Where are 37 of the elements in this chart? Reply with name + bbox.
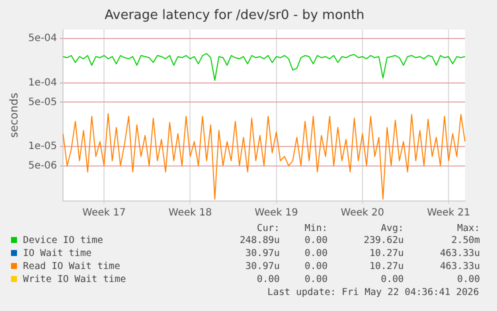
text: 0.00 <box>304 273 328 286</box>
text: 30.97u <box>244 260 280 273</box>
y-tick-label: 5e-05 <box>28 96 58 108</box>
text: 2.50m <box>450 234 480 247</box>
text: 30.97u <box>244 247 280 260</box>
y-tick-label: 5e-04 <box>28 33 58 44</box>
text: Last update: Fri May 22 04:36:41 2026 <box>266 286 480 299</box>
y-axis-title: seconds <box>7 92 20 138</box>
x-tick-label: Week 20 <box>340 208 384 219</box>
text: 463.33u <box>438 260 480 273</box>
y-tick-label: 5e-06 <box>28 160 58 172</box>
text: Avg: <box>380 222 404 234</box>
text: 0.00 <box>380 273 404 286</box>
text: Max: <box>456 222 480 234</box>
text: 0.00 <box>304 234 328 247</box>
x-tick-label: Week 21 <box>426 208 470 219</box>
text: 0.00 <box>304 260 328 273</box>
y-tick-label: 1e-05 <box>28 141 58 152</box>
text: Cur: <box>256 222 280 234</box>
text: 239.62u <box>362 234 404 247</box>
x-tick-label: Week 18 <box>168 208 212 219</box>
text: 10.27u <box>368 247 404 260</box>
legend-label: Write IO Wait time <box>23 274 126 285</box>
legend-label: Read IO Wait time <box>23 261 120 272</box>
x-tick-label: Week 17 <box>82 208 126 219</box>
legend-label: IO Wait time <box>23 248 92 259</box>
text: 0.00 <box>256 273 280 286</box>
legend-label: Device IO time <box>23 235 104 246</box>
text: 10.27u <box>368 260 404 273</box>
x-tick-label: Week 19 <box>254 208 298 219</box>
y-tick-label: 1e-04 <box>28 78 58 89</box>
text: Min: <box>304 222 328 234</box>
text: 463.33u <box>438 247 480 260</box>
text: 0.00 <box>456 273 480 286</box>
text: 0.00 <box>304 247 328 260</box>
text: 248.89u <box>238 234 280 247</box>
chart-title: Average latency for /dev/sr0 - by month <box>104 8 364 24</box>
